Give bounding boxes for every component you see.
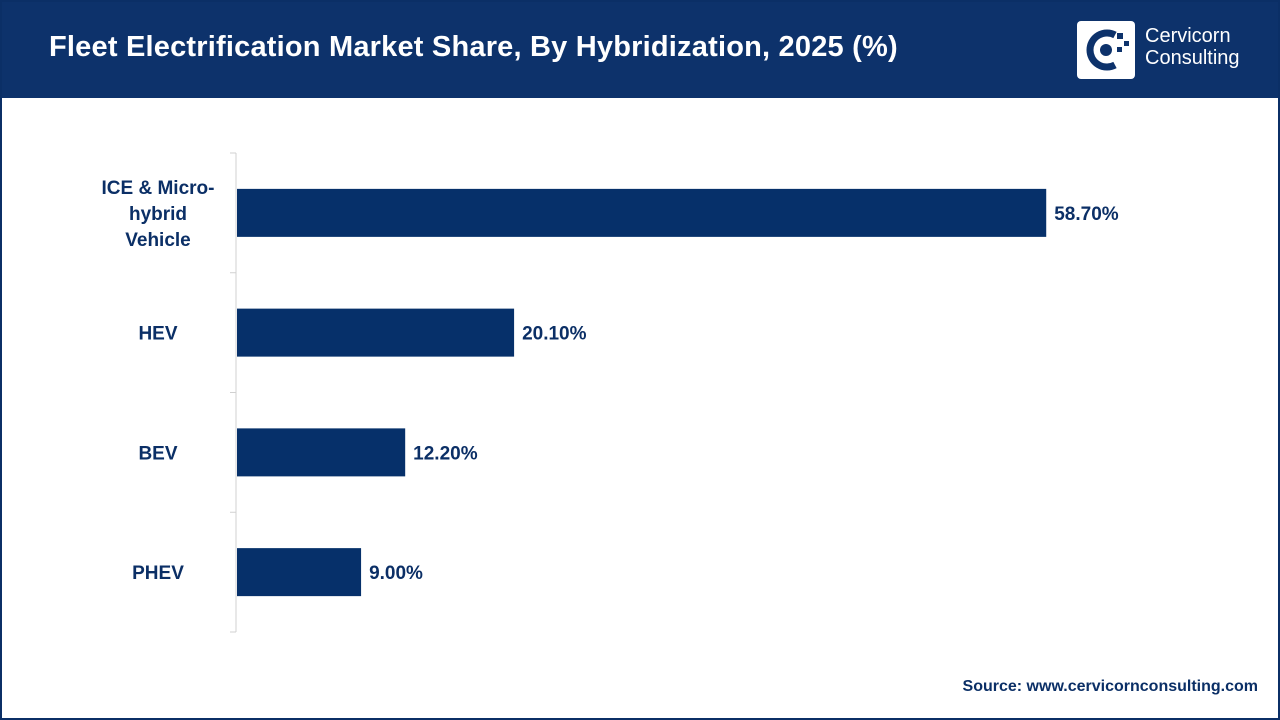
bar-chart: 58.70% ICE & Micro-hybrid Vehicle 20.10% HEV…	[2, 98, 1278, 658]
data-label: 20.10%	[522, 324, 587, 345]
brand-name: Cervicorn Consulting	[1145, 25, 1240, 69]
bar	[237, 428, 406, 477]
bar	[237, 308, 515, 357]
cervicorn-logo-icon	[1077, 21, 1135, 79]
category-label: PHEV	[132, 563, 184, 584]
category-label: hybrid	[129, 204, 187, 225]
header-bar: Fleet Electrification Market Share, By H…	[2, 2, 1278, 98]
data-label: 12.20%	[413, 443, 478, 464]
bar	[237, 188, 1047, 237]
brand-logo: Cervicorn Consulting	[1077, 19, 1277, 81]
brand-line-1: Cervicorn	[1145, 25, 1231, 47]
bar-chart-svg: 58.70% ICE & Micro-hybrid Vehicle 20.10% HEV…	[102, 152, 1119, 633]
source-note: Source: www.cervicornconsulting.com	[962, 678, 1258, 695]
category-label: HEV	[138, 324, 177, 345]
category-label: ICE & Micro-	[102, 178, 215, 199]
category-label: Vehicle	[125, 230, 191, 251]
bar	[237, 548, 362, 597]
chart-title: Fleet Electrification Market Share, By H…	[49, 31, 898, 63]
brand-line-2: Consulting	[1145, 47, 1240, 69]
data-label: 58.70%	[1054, 204, 1119, 225]
data-label: 9.00%	[369, 563, 423, 584]
category-label: BEV	[138, 443, 177, 464]
